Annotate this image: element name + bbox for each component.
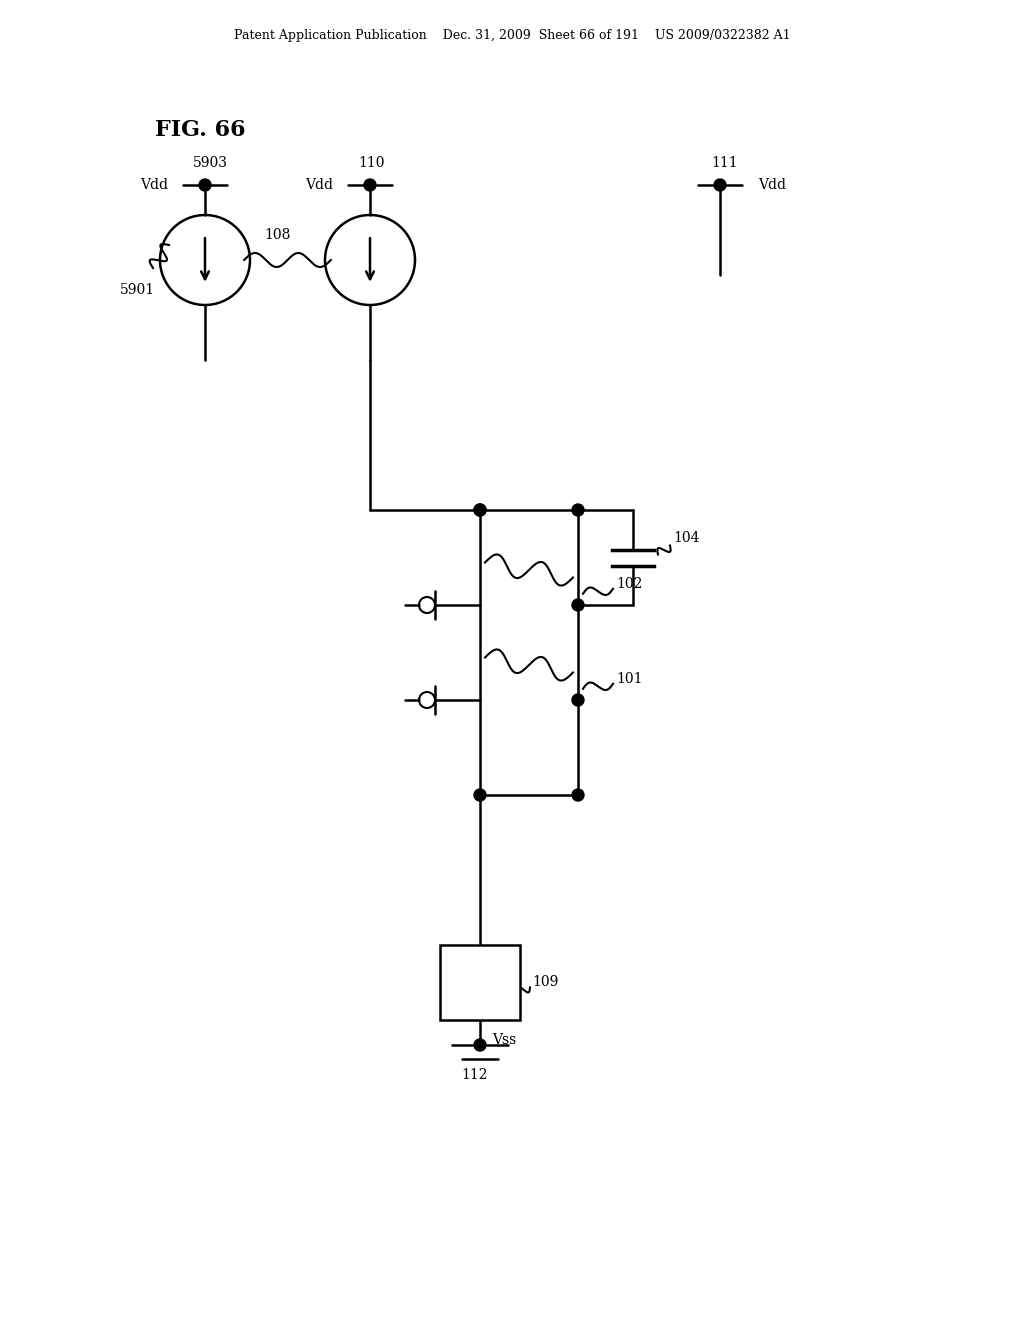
Circle shape [572, 599, 584, 611]
Text: 5901: 5901 [120, 282, 155, 297]
Circle shape [572, 504, 584, 516]
Circle shape [714, 180, 726, 191]
Text: Vdd: Vdd [758, 178, 786, 191]
Text: 109: 109 [532, 975, 558, 990]
Circle shape [572, 694, 584, 706]
Text: Vdd: Vdd [305, 178, 333, 191]
Text: 5903: 5903 [193, 156, 227, 170]
Text: Vss: Vss [492, 1034, 516, 1047]
Text: Patent Application Publication    Dec. 31, 2009  Sheet 66 of 191    US 2009/0322: Patent Application Publication Dec. 31, … [233, 29, 791, 41]
Circle shape [474, 789, 486, 801]
Text: 110: 110 [358, 156, 385, 170]
Circle shape [572, 789, 584, 801]
Text: 101: 101 [616, 672, 642, 686]
Circle shape [474, 504, 486, 516]
Text: 104: 104 [673, 531, 699, 544]
Circle shape [474, 1039, 486, 1051]
Circle shape [364, 180, 376, 191]
Text: 111: 111 [712, 156, 738, 170]
Circle shape [199, 180, 211, 191]
Circle shape [474, 504, 486, 516]
Bar [440, 945, 520, 1020]
Text: 102: 102 [616, 577, 642, 591]
Text: FIG. 66: FIG. 66 [155, 119, 246, 141]
Text: Vdd: Vdd [140, 178, 168, 191]
Text: 112: 112 [462, 1068, 488, 1082]
Text: 108: 108 [264, 228, 291, 242]
